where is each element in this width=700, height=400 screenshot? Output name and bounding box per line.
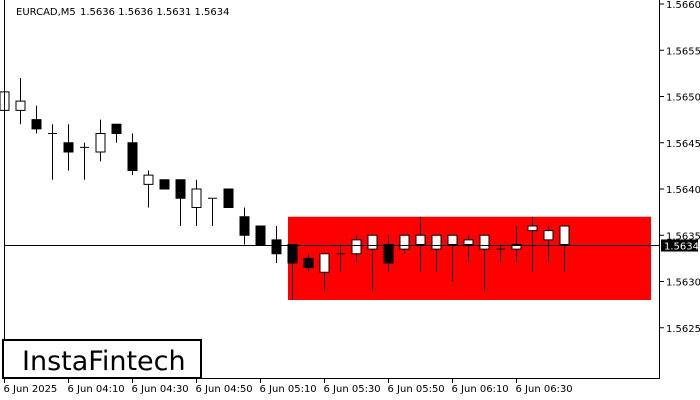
candle xyxy=(415,216,426,273)
x-tick-label: 6 Jun 04:10 xyxy=(68,384,125,395)
trading-zone-rectangle xyxy=(288,216,651,300)
y-tick-label: 1.5640 xyxy=(666,185,700,196)
candle xyxy=(175,179,186,226)
candle xyxy=(527,216,538,273)
candle-body xyxy=(431,234,442,250)
x-tick-label: 6 Jun 05:10 xyxy=(260,384,317,395)
candle-body xyxy=(111,123,122,134)
ohlc-header: 1.5636 1.5636 1.5631 1.5634 xyxy=(80,7,230,18)
candle xyxy=(447,234,458,282)
candle xyxy=(95,119,106,162)
candle xyxy=(319,253,330,291)
candle xyxy=(511,226,522,263)
time-axis: 6 Jun 2025 6 Jun 04:10 6 Jun 04:30 6 Jun 04… xyxy=(4,378,573,395)
candle xyxy=(463,235,474,263)
candle-body xyxy=(303,257,314,269)
candle-body xyxy=(223,188,234,208)
candle xyxy=(48,124,57,180)
candle xyxy=(80,142,89,180)
x-tick-label: 6 Jun 2025 xyxy=(4,384,58,395)
logo-frame xyxy=(2,339,202,379)
y-tick-label: 1.5645 xyxy=(666,139,700,150)
current-price-tag-background xyxy=(661,239,698,252)
y-tick-label: 1.5630 xyxy=(666,278,700,289)
candle xyxy=(303,253,314,273)
candle-body xyxy=(239,216,250,236)
candle-body xyxy=(127,142,138,171)
candle-body xyxy=(143,174,154,185)
y-tick-label: 1.5625 xyxy=(666,324,700,335)
candle-body xyxy=(543,230,554,241)
candle-body xyxy=(511,244,522,250)
candle-body xyxy=(191,188,202,208)
candle-body xyxy=(159,179,170,190)
candle-body xyxy=(399,234,410,250)
x-tick-label: 6 Jun 06:30 xyxy=(516,384,573,395)
candle xyxy=(271,226,282,263)
candle-body xyxy=(319,253,330,273)
symbol-label: EURCAD,M5 xyxy=(16,7,76,18)
candle-body xyxy=(367,234,378,250)
candle xyxy=(367,234,378,291)
candle-body xyxy=(447,234,458,245)
candle-body xyxy=(271,239,282,255)
candle-body xyxy=(463,239,474,245)
candle xyxy=(143,170,154,208)
candle-body xyxy=(559,225,570,245)
candle xyxy=(399,234,410,254)
candle-body xyxy=(383,244,394,264)
x-tick-label: 6 Jun 04:30 xyxy=(132,384,189,395)
candle xyxy=(159,179,170,190)
current-price-tag-text: 1.5634 xyxy=(664,242,699,253)
candle-body xyxy=(527,225,538,232)
x-tick-label: 6 Jun 06:10 xyxy=(452,384,509,395)
candle xyxy=(31,105,42,134)
candle xyxy=(111,123,122,143)
candle-body xyxy=(15,100,26,111)
candle-body xyxy=(255,225,266,245)
candle xyxy=(351,235,362,263)
candle xyxy=(127,133,138,176)
candle xyxy=(287,244,298,300)
candle xyxy=(223,188,234,208)
candle xyxy=(479,234,490,291)
candle-body xyxy=(63,142,74,153)
x-tick-label: 6 Jun 05:50 xyxy=(388,384,445,395)
price-axis: 1.56601.56551.56501.56451.56401.56351.56… xyxy=(660,0,700,335)
candle xyxy=(239,207,250,245)
y-tick-label: 1.5660 xyxy=(666,0,700,11)
y-tick-label: 1.5655 xyxy=(666,46,700,57)
candle xyxy=(543,226,554,263)
x-tick-label: 6 Jun 05:30 xyxy=(324,384,381,395)
candle-body xyxy=(287,244,298,264)
current-price-tag: 1.5634 xyxy=(661,239,699,253)
candle xyxy=(559,225,570,273)
candle-body xyxy=(351,239,362,255)
logo-text: InstaFintech xyxy=(22,346,186,377)
instafintech-logo: InstaFintech xyxy=(2,339,202,379)
candle-body xyxy=(31,119,42,130)
y-tick-label: 1.5650 xyxy=(666,93,700,104)
candle xyxy=(15,78,26,125)
candle xyxy=(255,225,266,245)
candle xyxy=(336,244,345,273)
candle-body xyxy=(175,179,186,199)
candle-body xyxy=(479,234,490,250)
candle-body xyxy=(415,234,426,245)
candle xyxy=(383,235,394,273)
x-tick-label: 6 Jun 04:50 xyxy=(196,384,253,395)
candle-body xyxy=(95,133,106,153)
candle xyxy=(431,234,442,273)
y-tick-label: 1.5635 xyxy=(666,231,700,242)
candle xyxy=(496,244,505,263)
candle xyxy=(208,197,217,226)
candle xyxy=(63,124,74,171)
candle xyxy=(191,179,202,226)
